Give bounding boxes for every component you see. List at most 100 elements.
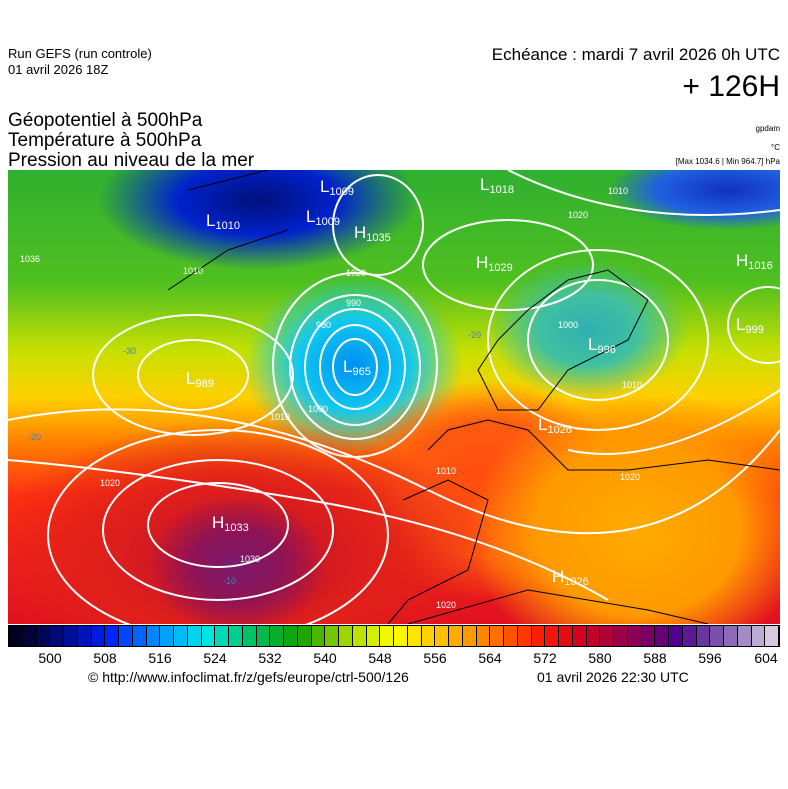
colorbar-cell bbox=[366, 626, 381, 646]
isobar-label: 1010 bbox=[622, 380, 643, 390]
colorbar-cell bbox=[559, 626, 573, 646]
unit-geopotential: gpdam bbox=[755, 124, 780, 133]
colorbar-cell bbox=[201, 626, 216, 646]
colorbar-cell bbox=[696, 626, 711, 646]
colorbar-tick: 596 bbox=[698, 650, 722, 666]
colorbar-cell bbox=[352, 626, 367, 646]
colorbar-cell bbox=[449, 626, 463, 646]
colorbar-cell bbox=[517, 626, 532, 646]
isobar-label: 1020 bbox=[100, 478, 121, 488]
colorbar-cell bbox=[174, 626, 188, 646]
colorbar-tick: 588 bbox=[643, 650, 667, 666]
colorbar-cell bbox=[132, 626, 147, 646]
pressure-center: L996 bbox=[588, 335, 616, 356]
title-pressure: Pression au niveau de la mer bbox=[8, 150, 255, 171]
colorbar-cell bbox=[504, 626, 518, 646]
colorbar-cell bbox=[765, 626, 779, 646]
colorbar-cell bbox=[655, 626, 669, 646]
colorbar-cell bbox=[50, 626, 64, 646]
colorbar-cell bbox=[160, 626, 174, 646]
colorbar-cell bbox=[64, 626, 78, 646]
weather-map: L1010 L1009 L1009 H1035 L965 L989 H1033 … bbox=[8, 170, 780, 624]
isobars bbox=[8, 170, 780, 624]
colorbar-cell bbox=[462, 626, 477, 646]
colorbar-cell bbox=[614, 626, 628, 646]
pressure-center: L999 bbox=[736, 315, 764, 336]
pressure-center: H1033 bbox=[212, 513, 249, 534]
colorbar-tick: 572 bbox=[533, 650, 557, 666]
colorbar-cell bbox=[545, 626, 559, 646]
pressure-center: L1026 bbox=[538, 415, 572, 436]
colorbar-cell bbox=[380, 626, 394, 646]
pressure-center: L1009 bbox=[320, 177, 354, 198]
colorbar-cell bbox=[36, 626, 51, 646]
title-geopotential: Géopotentiel à 500hPa bbox=[8, 110, 203, 131]
colorbar-cell bbox=[737, 626, 752, 646]
pressure-center: H1026 bbox=[552, 567, 589, 588]
colorbar-cell bbox=[242, 626, 257, 646]
pressure-center: L1018 bbox=[480, 175, 514, 196]
colorbar-cell bbox=[710, 626, 724, 646]
colorbar-cell bbox=[9, 626, 23, 646]
isobar-label: 1020 bbox=[620, 472, 641, 482]
colorbar-cell bbox=[119, 626, 133, 646]
colorbar bbox=[8, 625, 780, 647]
lead-time: + 126H bbox=[682, 70, 780, 103]
isobar-label: 1020 bbox=[346, 268, 367, 278]
colorbar-cell bbox=[490, 626, 504, 646]
temp-label: -10 bbox=[223, 576, 237, 586]
colorbar-cell bbox=[339, 626, 353, 646]
isobar-label: 1000 bbox=[308, 404, 329, 414]
temp-label: -20 bbox=[468, 330, 482, 340]
colorbar-cell bbox=[407, 626, 422, 646]
isobar-label: 1020 bbox=[436, 600, 457, 610]
colorbar-cell bbox=[641, 626, 656, 646]
colorbar-cell bbox=[187, 626, 202, 646]
colorbar-cell bbox=[724, 626, 738, 646]
colorbar-cell bbox=[270, 626, 284, 646]
colorbar-cell bbox=[284, 626, 298, 646]
temp-label: -30 bbox=[123, 346, 137, 356]
colorbar-cell bbox=[682, 626, 697, 646]
colorbar-tick: 564 bbox=[478, 650, 502, 666]
pressure-center: L1010 bbox=[206, 211, 240, 232]
colorbar-cell bbox=[751, 626, 766, 646]
colorbar-cell bbox=[311, 626, 326, 646]
colorbar-tick: 548 bbox=[368, 650, 392, 666]
colorbar-cell bbox=[215, 626, 229, 646]
colorbar-cell bbox=[600, 626, 614, 646]
pressure-center: H1029 bbox=[476, 253, 513, 274]
pressure-range: [Max 1034.6 | Min 964.7] hPa bbox=[675, 157, 780, 166]
pressure-center: H1035 bbox=[354, 223, 391, 244]
isobar-label: 1010 bbox=[270, 412, 291, 422]
colorbar-cell bbox=[105, 626, 119, 646]
colorbar-cell bbox=[91, 626, 106, 646]
isobar-label: 1010 bbox=[436, 466, 457, 476]
isobar-label: 1030 bbox=[240, 554, 261, 564]
colorbar-cell bbox=[229, 626, 243, 646]
colorbar-cell bbox=[586, 626, 601, 646]
colorbar-cell bbox=[256, 626, 271, 646]
colorbar-tick: 532 bbox=[258, 650, 282, 666]
colorbar-cell bbox=[22, 626, 37, 646]
colorbar-cell bbox=[435, 626, 449, 646]
generated-date: 01 avril 2026 22:30 UTC bbox=[537, 669, 689, 685]
colorbar-cell bbox=[627, 626, 642, 646]
isobar-label: 1036 bbox=[20, 254, 41, 264]
colorbar-cell bbox=[476, 626, 491, 646]
colorbar-tick: 508 bbox=[93, 650, 117, 666]
source-url: © http://www.infoclimat.fr/z/gefs/europe… bbox=[88, 669, 409, 685]
pressure-center: L989 bbox=[186, 369, 214, 390]
coastlines bbox=[167, 170, 780, 624]
pressure-center: H1016 bbox=[736, 251, 773, 272]
colorbar-tick: 580 bbox=[588, 650, 612, 666]
colorbar-cell bbox=[394, 626, 408, 646]
isobar-label: 980 bbox=[316, 320, 332, 330]
colorbar-tick: 500 bbox=[38, 650, 62, 666]
unit-temperature: °C bbox=[771, 143, 780, 152]
colorbar-cell bbox=[77, 626, 92, 646]
colorbar-cell bbox=[669, 626, 683, 646]
colorbar-tick: 540 bbox=[313, 650, 337, 666]
echeance: Echéance : mardi 7 avril 2026 0h UTC bbox=[491, 45, 780, 64]
isobar-label: 1020 bbox=[568, 210, 589, 220]
